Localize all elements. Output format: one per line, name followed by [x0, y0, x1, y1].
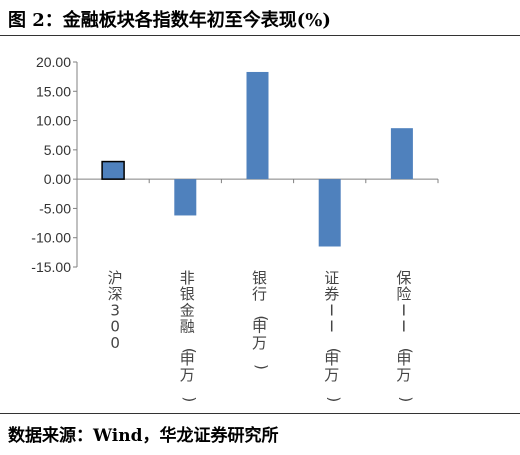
category-label: 银行(申万) — [252, 269, 271, 370]
y-tick-label: 5.00 — [44, 142, 71, 158]
bar-chart: 20.00 15.00 10.00 5.00 0.00 -5.00 -10.00 -15.00… — [31, 54, 439, 402]
bar — [101, 160, 125, 180]
category-label: 证券 I I (申万) — [324, 269, 343, 402]
y-tick-label: 20.00 — [36, 54, 71, 70]
y-tick-label: 0.00 — [44, 171, 71, 187]
category-label: 沪深 3 0 0 — [108, 269, 123, 352]
title-rule — [0, 35, 520, 36]
source-rule — [0, 413, 520, 414]
y-tick-label: -15.00 — [31, 259, 71, 275]
source-note: 数据来源：Wind，华龙证券研究所 — [8, 426, 279, 446]
bar — [318, 179, 341, 247]
category-label: 保险 I I (申万) — [396, 269, 415, 402]
y-tick-label: -5.00 — [39, 200, 71, 216]
y-tick-label: 15.00 — [36, 83, 71, 99]
bar — [246, 71, 269, 180]
bar — [174, 179, 197, 216]
bar — [390, 128, 413, 180]
y-tick-label: 10.00 — [36, 113, 71, 129]
category-label: 非银金融(申万) — [180, 269, 199, 402]
y-tick-label: -10.00 — [31, 230, 71, 246]
figure-title: 图 2：金融板块各指数年初至今表现(%) — [8, 10, 331, 31]
